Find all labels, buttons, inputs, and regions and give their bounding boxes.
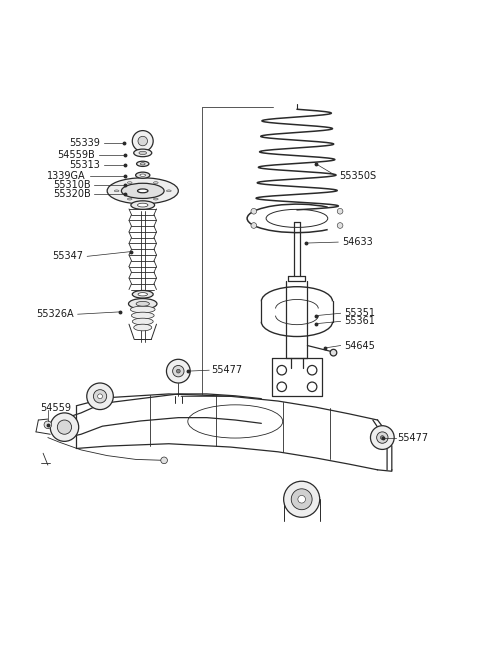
Circle shape <box>87 383 113 409</box>
Ellipse shape <box>134 149 152 157</box>
Ellipse shape <box>138 293 147 296</box>
Text: 55477: 55477 <box>212 365 243 375</box>
Ellipse shape <box>136 172 150 178</box>
Ellipse shape <box>132 312 154 319</box>
Circle shape <box>330 349 337 356</box>
Ellipse shape <box>132 318 153 325</box>
Ellipse shape <box>154 181 158 183</box>
Circle shape <box>44 421 52 428</box>
Ellipse shape <box>114 190 119 192</box>
Circle shape <box>337 223 343 229</box>
Circle shape <box>138 136 147 146</box>
Circle shape <box>277 382 287 392</box>
Text: 55477: 55477 <box>397 432 429 443</box>
Text: 55347: 55347 <box>52 252 84 261</box>
Ellipse shape <box>137 203 148 207</box>
Circle shape <box>291 489 312 510</box>
Ellipse shape <box>131 306 155 313</box>
Circle shape <box>251 223 257 229</box>
Ellipse shape <box>139 151 146 155</box>
Circle shape <box>167 360 190 383</box>
Circle shape <box>50 413 79 441</box>
Circle shape <box>94 390 107 403</box>
Ellipse shape <box>127 198 132 200</box>
Ellipse shape <box>127 181 132 183</box>
Text: 54633: 54633 <box>342 237 373 247</box>
Ellipse shape <box>131 201 155 210</box>
Circle shape <box>381 436 384 440</box>
Ellipse shape <box>129 299 157 309</box>
Ellipse shape <box>154 198 158 200</box>
Ellipse shape <box>140 162 145 165</box>
Ellipse shape <box>137 189 148 193</box>
Ellipse shape <box>167 190 171 192</box>
Ellipse shape <box>134 324 152 331</box>
Circle shape <box>177 369 180 373</box>
Text: 55339: 55339 <box>69 138 100 149</box>
Circle shape <box>173 365 184 377</box>
Circle shape <box>57 420 72 434</box>
Ellipse shape <box>107 178 179 204</box>
Ellipse shape <box>137 161 149 166</box>
Text: 55350S: 55350S <box>340 171 377 181</box>
Circle shape <box>307 382 317 392</box>
Text: 54645: 54645 <box>344 341 375 350</box>
Ellipse shape <box>140 174 145 176</box>
Text: 55326A: 55326A <box>36 309 74 319</box>
Text: 55351: 55351 <box>344 309 375 318</box>
Circle shape <box>377 432 388 443</box>
Circle shape <box>307 365 317 375</box>
Text: 54559B: 54559B <box>58 150 96 160</box>
Circle shape <box>97 394 102 399</box>
Ellipse shape <box>132 291 153 298</box>
Circle shape <box>298 495 305 503</box>
Text: 55310B: 55310B <box>53 180 91 190</box>
Ellipse shape <box>121 183 164 198</box>
Circle shape <box>277 365 287 375</box>
Text: 55313: 55313 <box>69 160 100 170</box>
Text: 55361: 55361 <box>344 316 375 326</box>
Circle shape <box>337 208 343 214</box>
Circle shape <box>132 130 153 151</box>
Ellipse shape <box>136 301 149 306</box>
Circle shape <box>371 426 394 449</box>
Text: 55320B: 55320B <box>53 189 91 198</box>
Circle shape <box>284 481 320 517</box>
Circle shape <box>161 457 168 464</box>
Text: 54559: 54559 <box>40 403 71 413</box>
Circle shape <box>251 208 257 214</box>
Text: 1339GA: 1339GA <box>47 171 86 181</box>
